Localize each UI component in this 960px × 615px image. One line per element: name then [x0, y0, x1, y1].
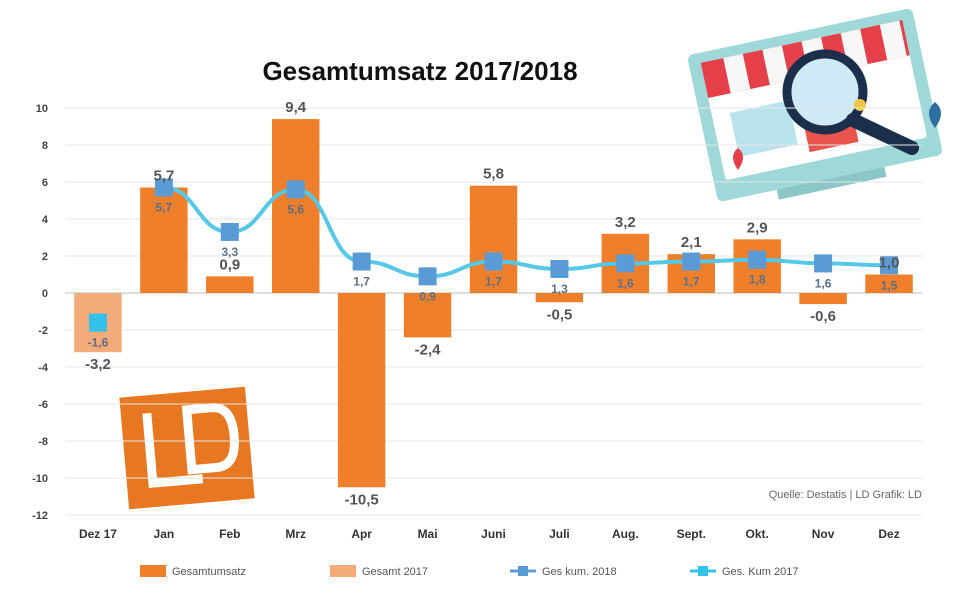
bar	[469, 185, 518, 293]
bar	[535, 293, 584, 303]
x-tick-label: Jan	[154, 527, 175, 541]
chart-source: Quelle: Destatis | LD Grafik: LD	[769, 489, 922, 501]
bar	[799, 293, 847, 305]
y-tick-label: -12	[32, 510, 48, 522]
line-series	[88, 178, 899, 332]
ld-logo	[119, 386, 255, 510]
x-tick-label: Juni	[481, 527, 506, 541]
y-tick-label: 8	[42, 140, 48, 152]
legend-swatch	[140, 565, 166, 577]
point-value-label: 5,7	[156, 201, 173, 215]
bar-value-label: -0,5	[546, 306, 572, 323]
x-tick-label: Sept.	[677, 527, 706, 541]
chart-title: Gesamtumsatz 2017/2018	[262, 56, 577, 86]
x-tick-label: Mai	[418, 527, 438, 541]
bar-value-label: 3,2	[615, 214, 636, 231]
bar-value-label: 1,0	[879, 255, 900, 272]
x-axis: Dez 17 Jan Feb Mrz Apr Mai Juni Juli Aug. Sept. Ok…	[79, 527, 900, 541]
data-point-marker	[418, 267, 437, 286]
point-value-label: 1,6	[815, 276, 832, 290]
data-point-marker	[682, 252, 701, 271]
data-point-marker	[880, 256, 899, 275]
y-tick-label: 6	[42, 177, 48, 189]
x-tick-label: Nov	[812, 527, 835, 541]
bars	[74, 119, 913, 488]
point-value-label: 5,6	[287, 202, 304, 216]
bar-value-label: 2,1	[681, 234, 702, 251]
y-tick-label: -6	[38, 399, 48, 411]
data-labels: 5,7 0,9 9,4 -10,5 -2,4 5,8 -0,5 3,2 2,1 2,9 -0,6 1,…	[85, 99, 899, 508]
bar	[337, 293, 386, 488]
data-point-marker	[154, 178, 173, 197]
point-value-label: 1,3	[551, 282, 568, 296]
legend-label: Ges. Kum 2017	[722, 566, 798, 578]
y-tick-label: -2	[38, 325, 48, 337]
x-tick-label: Mrz	[285, 527, 306, 541]
x-tick-label: Feb	[219, 527, 240, 541]
point-value-label: 1,6	[617, 276, 634, 290]
point-value-label: 1,7	[353, 275, 370, 289]
point-value-label: 1,7	[485, 275, 502, 289]
data-point-marker	[616, 254, 635, 273]
data-point-marker	[220, 222, 239, 241]
bar-value-label: 5,7	[153, 168, 174, 185]
store-illustration	[688, 8, 942, 202]
legend-marker	[518, 566, 528, 576]
y-tick-label: 0	[42, 288, 48, 300]
y-tick-label: -8	[38, 436, 48, 448]
legend-label: Ges kum. 2018	[542, 566, 617, 578]
point-value-label: 3,3	[221, 245, 238, 259]
point-value-label: 0,9	[419, 289, 436, 303]
x-tick-label: Okt.	[746, 527, 769, 541]
bar-value-label: 5,8	[483, 166, 504, 183]
legend-marker	[698, 566, 708, 576]
bar-value-label: -10,5	[345, 491, 379, 508]
data-point-marker	[286, 180, 305, 199]
bar-value-label: -3,2	[85, 356, 111, 373]
legend-swatch	[330, 565, 356, 577]
legend: Gesamtumsatz Gesamt 2017 Ges kum. 2018 Ges.…	[140, 565, 798, 578]
bar	[403, 293, 452, 338]
y-tick-label: 2	[42, 251, 48, 263]
y-axis: -12 -10 -8 -6 -4 -2 0 2 4 6 8 10	[32, 103, 49, 522]
data-point-marker	[352, 252, 371, 271]
bar	[206, 276, 254, 293]
x-tick-label: Juli	[549, 527, 570, 541]
bar	[271, 119, 320, 293]
point-value-label: 1,7	[683, 275, 700, 289]
bar-value-label: 2,9	[747, 219, 768, 236]
data-point-marker	[484, 252, 503, 271]
x-tick-label: Aug.	[612, 527, 639, 541]
point-value-label: 1,8	[749, 273, 766, 287]
x-tick-label: Dez 17	[79, 527, 117, 541]
y-tick-label: -10	[32, 473, 48, 485]
bar-value-label: 0,9	[219, 256, 240, 273]
y-tick-label: -4	[38, 362, 49, 374]
legend-label: Gesamt 2017	[362, 566, 428, 578]
y-tick-label: 4	[42, 214, 49, 226]
bar	[865, 274, 913, 293]
data-point-marker	[748, 250, 767, 269]
point-value-label: -1,6	[88, 336, 109, 350]
y-tick-label: 10	[36, 103, 48, 115]
bar-value-label: -0,6	[810, 308, 836, 325]
data-point-marker	[550, 259, 569, 278]
bar	[140, 187, 188, 293]
bar-value-label: -2,4	[415, 341, 442, 358]
point-value-label: 1,5	[881, 278, 898, 292]
x-tick-label: Apr	[351, 527, 372, 541]
bar-value-label: 9,4	[285, 99, 307, 116]
data-point-marker	[814, 254, 833, 273]
legend-label: Gesamtumsatz	[172, 566, 246, 578]
data-point-marker	[88, 313, 107, 332]
x-tick-label: Dez	[878, 527, 899, 541]
